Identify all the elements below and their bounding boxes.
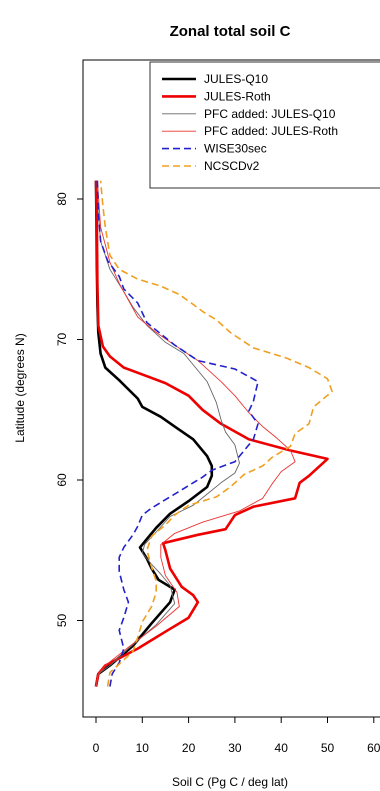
x-tick-label: 0 [93, 741, 100, 755]
x-tick-label: 10 [136, 741, 150, 755]
series-line-5 [96, 180, 259, 687]
legend-label: WISE30sec [204, 142, 267, 156]
chart-title: Zonal total soil C [170, 23, 291, 40]
y-tick-label: 80 [55, 192, 69, 206]
legend-label: PFC added: JULES-Q10 [204, 107, 336, 121]
series-layer [94, 180, 333, 687]
legend-label: JULES-Roth [204, 89, 271, 103]
series-line-4 [95, 180, 296, 687]
series-line-3 [95, 180, 240, 687]
x-axis: 0 10 20 30 40 50 60 [93, 716, 380, 755]
y-tick-label: 50 [55, 614, 69, 628]
x-tick-label: 50 [321, 741, 335, 755]
x-axis-label: Soil C (Pg C / deg lat) [172, 775, 288, 789]
legend: JULES-Q10 JULES-Roth PFC added: JULES-Q10 P… [149, 61, 380, 189]
x-tick-label: 30 [228, 741, 242, 755]
legend-label: JULES-Q10 [204, 72, 268, 86]
x-tick-label: 40 [275, 741, 289, 755]
y-axis: 50 60 70 80 [55, 192, 84, 628]
y-tick-label: 70 [55, 333, 69, 347]
x-tick-label: 60 [367, 741, 380, 755]
legend-box [149, 61, 380, 189]
y-axis-label: Latitude (degrees N) [13, 333, 27, 442]
series-line-2 [94, 180, 329, 687]
series-line-6 [99, 180, 333, 687]
legend-label: PFC added: JULES-Roth [204, 124, 338, 138]
series-line-1 [94, 180, 214, 687]
x-tick-label: 20 [182, 741, 196, 755]
y-tick-label: 60 [55, 473, 69, 487]
legend-label: NCSCDv2 [204, 159, 260, 173]
